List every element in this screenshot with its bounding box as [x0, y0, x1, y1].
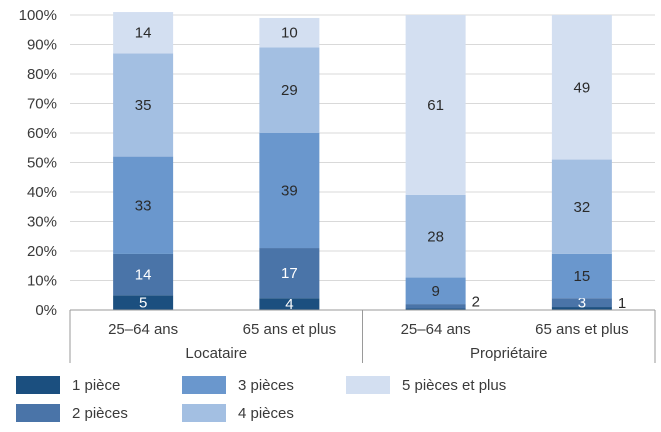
x-category-label: 25–64 ans [401, 321, 471, 338]
data-label: 32 [574, 199, 591, 216]
bar-segment [259, 133, 320, 249]
bar-segment [113, 295, 174, 310]
data-label: 33 [135, 197, 152, 214]
data-label: 39 [281, 183, 298, 200]
y-tick-label: 30% [27, 214, 57, 231]
bar-segment [113, 12, 174, 54]
x-axis: 25–64 ans 65 ans et plus Locataire 25–64 an… [69, 309, 656, 363]
bar-segment [405, 308, 466, 310]
data-label: 1 [618, 295, 626, 312]
y-axis: 0% 10% 20% 30% 40% 50% 60% 70% 80% 90% 100% [19, 7, 57, 319]
bar-segment [259, 298, 320, 310]
data-label: 10 [281, 25, 298, 42]
y-tick-label: 40% [27, 184, 57, 201]
data-label: 14 [135, 25, 152, 42]
x-group-label: Locataire [185, 345, 247, 362]
data-label: 17 [281, 265, 298, 282]
bar-segment [405, 304, 466, 309]
data-label: 15 [574, 268, 591, 285]
bar-segment [259, 248, 320, 299]
data-label: 29 [281, 82, 298, 99]
bar-segment [259, 17, 320, 48]
legend-swatch [16, 404, 60, 422]
legend-swatch [182, 404, 226, 422]
data-label: 49 [574, 79, 591, 96]
y-tick-label: 0% [35, 302, 57, 319]
data-label: 5 [139, 295, 147, 312]
y-tick-label: 100% [19, 7, 57, 24]
y-tick-label: 90% [27, 37, 57, 54]
bar-segment [259, 47, 320, 134]
bar-segment [113, 156, 174, 254]
bar-segment [551, 298, 612, 308]
data-label: 4 [285, 296, 293, 313]
y-tick-label: 70% [27, 96, 57, 113]
legend-swatch [16, 376, 60, 394]
legend-label: 4 pièces [238, 405, 294, 422]
y-tick-label: 10% [27, 273, 57, 290]
data-label: 9 [431, 283, 439, 300]
x-category-label: 25–64 ans [108, 321, 178, 338]
legend-label: 5 pièces et plus [402, 377, 506, 394]
bar-segment [113, 53, 174, 157]
bar-segment [551, 253, 612, 299]
x-category-label: 65 ans et plus [535, 321, 628, 338]
data-label: 28 [427, 228, 444, 245]
bar-segment [405, 194, 466, 278]
legend-label: 2 pièces [72, 405, 128, 422]
x-category-label: 65 ans et plus [243, 321, 336, 338]
y-tick-label: 60% [27, 125, 57, 142]
bar-segment [551, 307, 612, 310]
x-group-label: Propriétaire [470, 345, 548, 362]
bar-segment [405, 15, 466, 195]
data-label: 2 [472, 294, 480, 311]
bar-segment [405, 277, 466, 305]
legend-swatch [346, 376, 390, 394]
y-tick-label: 80% [27, 66, 57, 83]
legend: 1 pièce 2 pièces 3 pièces 4 pièces 5 pièces … [16, 376, 506, 422]
bar-segment [551, 15, 612, 160]
data-label: 61 [427, 97, 444, 114]
y-tick-label: 50% [27, 155, 57, 172]
y-tick-label: 20% [27, 243, 57, 260]
data-label: 3 [578, 295, 586, 312]
legend-label: 1 pièce [72, 377, 120, 394]
bar-segment [551, 159, 612, 254]
data-label: 35 [135, 97, 152, 114]
bar-segment [113, 253, 174, 296]
legend-swatch [182, 376, 226, 394]
data-label: 14 [135, 267, 152, 284]
legend-label: 3 pièces [238, 377, 294, 394]
